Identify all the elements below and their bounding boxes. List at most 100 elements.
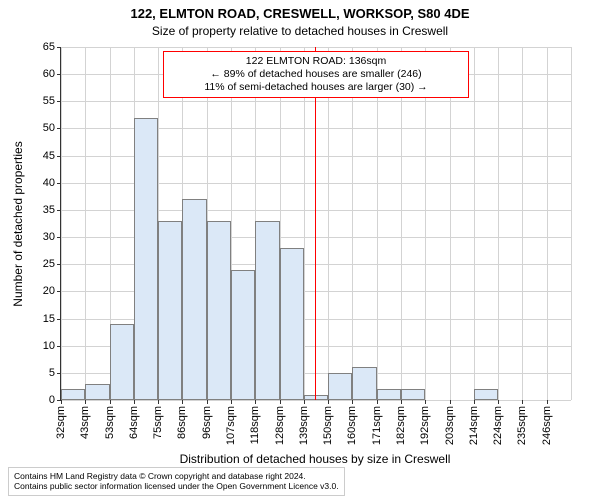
xtick-label: 53sqm	[104, 406, 116, 439]
xtick-mark	[158, 400, 159, 404]
gridline-vertical	[522, 47, 523, 400]
xtick-label: 246sqm	[541, 406, 553, 445]
xtick-label: 182sqm	[395, 406, 407, 445]
ytick-label: 35	[43, 204, 55, 216]
xtick-mark	[450, 400, 451, 404]
gridline-vertical	[474, 47, 475, 400]
xtick-label: 139sqm	[298, 406, 310, 445]
ytick-label: 50	[43, 122, 55, 134]
ytick-label: 55	[43, 95, 55, 107]
ytick-label: 15	[43, 313, 55, 325]
xtick-label: 96sqm	[201, 406, 213, 439]
annotation-box: 122 ELMTON ROAD: 136sqm← 89% of detached…	[163, 51, 469, 98]
xtick-label: 75sqm	[152, 406, 164, 439]
gridline-vertical	[61, 47, 62, 400]
xtick-mark	[85, 400, 86, 404]
footer-line-1: Contains HM Land Registry data © Crown c…	[14, 471, 339, 482]
xtick-mark	[522, 400, 523, 404]
gridline-vertical	[498, 47, 499, 400]
ytick-label: 60	[43, 68, 55, 80]
histogram-bar	[352, 367, 376, 400]
gridline-vertical	[304, 47, 305, 400]
xtick-label: 86sqm	[176, 406, 188, 439]
xtick-label: 235sqm	[516, 406, 528, 445]
gridline-horizontal	[61, 101, 571, 102]
xtick-mark	[255, 400, 256, 404]
histogram-bar	[474, 389, 498, 400]
reference-marker-line	[315, 47, 316, 400]
xtick-mark	[231, 400, 232, 404]
gridline-vertical	[571, 47, 572, 400]
gridline-vertical	[547, 47, 548, 400]
gridline-vertical	[425, 47, 426, 400]
xtick-label: 107sqm	[225, 406, 237, 445]
footer-line-2: Contains public sector information licen…	[14, 481, 339, 492]
gridline-horizontal	[61, 400, 571, 401]
gridline-horizontal	[61, 47, 571, 48]
x-axis-label: Distribution of detached houses by size …	[60, 452, 570, 466]
histogram-bar	[304, 395, 328, 400]
gridline-vertical	[450, 47, 451, 400]
xtick-label: 160sqm	[346, 406, 358, 445]
xtick-mark	[134, 400, 135, 404]
xtick-label: 224sqm	[492, 406, 504, 445]
annotation-line-2: ← 89% of detached houses are smaller (24…	[170, 68, 462, 81]
xtick-mark	[61, 400, 62, 404]
histogram-bar	[182, 199, 206, 400]
histogram-bar	[61, 389, 85, 400]
annotation-line-3: 11% of semi-detached houses are larger (…	[170, 81, 462, 94]
histogram-bar	[280, 248, 304, 400]
xtick-mark	[110, 400, 111, 404]
xtick-label: 203sqm	[444, 406, 456, 445]
chart-subtitle: Size of property relative to detached ho…	[0, 24, 600, 38]
ytick-label: 30	[43, 231, 55, 243]
histogram-bar	[401, 389, 425, 400]
y-axis-label: Number of detached properties	[11, 141, 25, 306]
ytick-label: 5	[49, 367, 55, 379]
xtick-mark	[182, 400, 183, 404]
histogram-bar	[207, 221, 231, 400]
ytick-label: 40	[43, 177, 55, 189]
xtick-label: 64sqm	[128, 406, 140, 439]
xtick-mark	[401, 400, 402, 404]
xtick-label: 171sqm	[371, 406, 383, 445]
gridline-vertical	[401, 47, 402, 400]
plot-area: 0510152025303540455055606532sqm43sqm53sq…	[60, 47, 571, 401]
xtick-mark	[425, 400, 426, 404]
ytick-label: 25	[43, 258, 55, 270]
xtick-mark	[547, 400, 548, 404]
histogram-bar	[255, 221, 279, 400]
histogram-bar	[231, 270, 255, 400]
xtick-label: 150sqm	[322, 406, 334, 445]
histogram-bar	[85, 384, 109, 400]
xtick-mark	[474, 400, 475, 404]
ytick-label: 65	[43, 41, 55, 53]
xtick-mark	[377, 400, 378, 404]
gridline-vertical	[328, 47, 329, 400]
gridline-vertical	[377, 47, 378, 400]
ytick-label: 20	[43, 285, 55, 297]
ytick-label: 10	[43, 340, 55, 352]
xtick-mark	[498, 400, 499, 404]
histogram-bar	[328, 373, 352, 400]
xtick-label: 192sqm	[419, 406, 431, 445]
xtick-label: 128sqm	[274, 406, 286, 445]
gridline-vertical	[352, 47, 353, 400]
xtick-mark	[328, 400, 329, 404]
xtick-mark	[207, 400, 208, 404]
xtick-mark	[304, 400, 305, 404]
attribution-footer: Contains HM Land Registry data © Crown c…	[8, 467, 345, 496]
xtick-label: 43sqm	[79, 406, 91, 439]
xtick-label: 32sqm	[55, 406, 67, 439]
ytick-label: 0	[49, 394, 55, 406]
histogram-bar	[158, 221, 182, 400]
histogram-bar	[110, 324, 134, 400]
xtick-mark	[280, 400, 281, 404]
xtick-mark	[352, 400, 353, 404]
chart-title: 122, ELMTON ROAD, CRESWELL, WORKSOP, S80…	[0, 6, 600, 21]
chart-container: { "title_main": "122, ELMTON ROAD, CRESW…	[0, 0, 600, 500]
gridline-vertical	[85, 47, 86, 400]
xtick-label: 214sqm	[468, 406, 480, 445]
annotation-line-1: 122 ELMTON ROAD: 136sqm	[170, 55, 462, 68]
ytick-label: 45	[43, 150, 55, 162]
